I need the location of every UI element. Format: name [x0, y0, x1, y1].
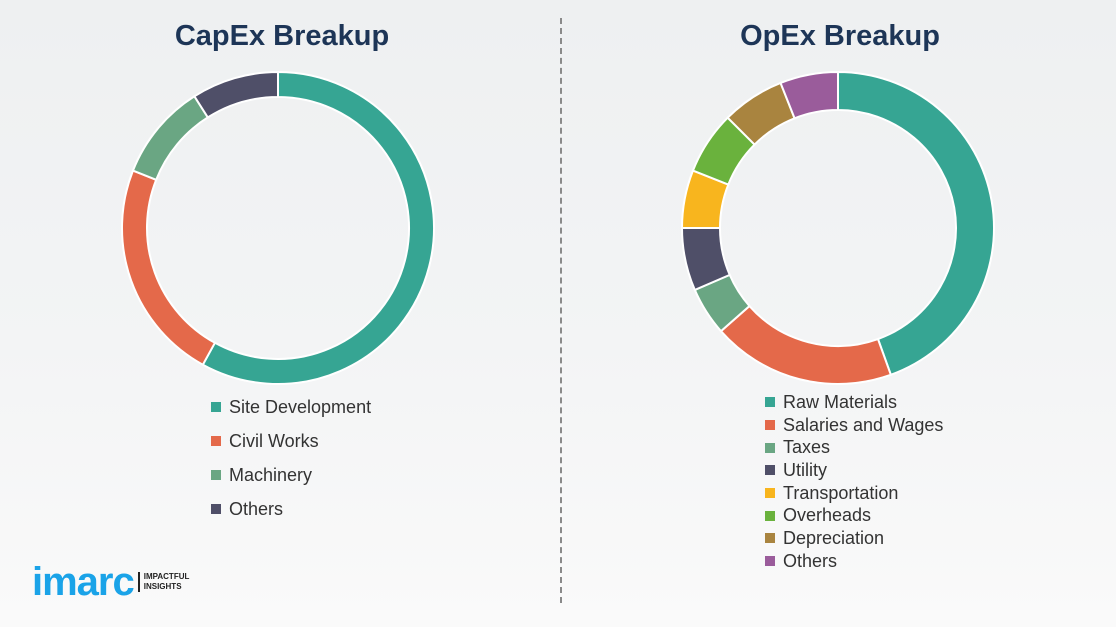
legend-swatch: [211, 402, 221, 412]
legend-swatch: [765, 533, 775, 544]
legend-item: Site Development: [211, 390, 371, 424]
capex-title: CapEx Breakup: [174, 20, 390, 52]
slice-civil-works: [121, 169, 217, 367]
legend-item: Overheads: [765, 504, 943, 527]
legend-label: Taxes: [783, 437, 831, 458]
slice-salaries-and-wages: [719, 304, 893, 385]
slice-site-development: [201, 70, 435, 385]
legend-swatch: [211, 504, 221, 514]
divider: [560, 18, 562, 603]
legend-item: Raw Materials: [765, 391, 943, 414]
legend-swatch: [211, 470, 221, 480]
opex-title: OpEx Breakup: [740, 20, 940, 52]
legend-item: Salaries and Wages: [765, 414, 943, 437]
legend-label: Salaries and Wages: [783, 414, 944, 435]
legend-item: Others: [211, 492, 371, 526]
legend-label: Utility: [783, 459, 827, 480]
slice-machinery: [131, 94, 210, 182]
imarc-logo: imarc IMPACTFUL INSIGHTS: [32, 562, 204, 602]
legend-item: Utility: [765, 459, 943, 482]
legend-label: Others: [229, 498, 284, 519]
legend-swatch: [765, 397, 775, 408]
legend-swatch: [765, 510, 775, 521]
legend-label: Transportation: [783, 482, 899, 503]
legend-item: Machinery: [211, 458, 371, 492]
legend-swatch: [765, 465, 775, 476]
slice-others: [779, 70, 839, 120]
legend-item: Others: [765, 550, 943, 573]
legend-label: Machinery: [229, 464, 313, 485]
legend-item: Transportation: [765, 482, 943, 505]
legend-label: Site Development: [229, 396, 372, 417]
legend-item: Depreciation: [765, 527, 943, 550]
legend-swatch: [765, 488, 775, 499]
legend-label: Overheads: [783, 505, 872, 526]
opex-legend: Raw Materials Salaries and Wages Taxes Util…: [765, 391, 943, 573]
slice-raw-materials: [837, 70, 995, 377]
legend-swatch: [765, 442, 775, 453]
logo-word: imarc: [32, 560, 135, 604]
capex-legend: Site Development Civil Works Machinery Othe…: [211, 390, 371, 526]
legend-swatch: [211, 436, 221, 446]
legend-item: Civil Works: [211, 424, 371, 458]
slice-others: [193, 70, 279, 119]
legend-label: Depreciation: [783, 527, 885, 548]
legend-label: Civil Works: [229, 430, 319, 451]
legend-swatch: [765, 556, 775, 567]
legend-label: Others: [783, 550, 838, 571]
legend-label: Raw Materials: [783, 391, 898, 412]
legend-swatch: [765, 420, 775, 431]
logo-tagline: IMPACTFUL INSIGHTS: [137, 572, 204, 592]
legend-item: Taxes: [765, 436, 943, 459]
